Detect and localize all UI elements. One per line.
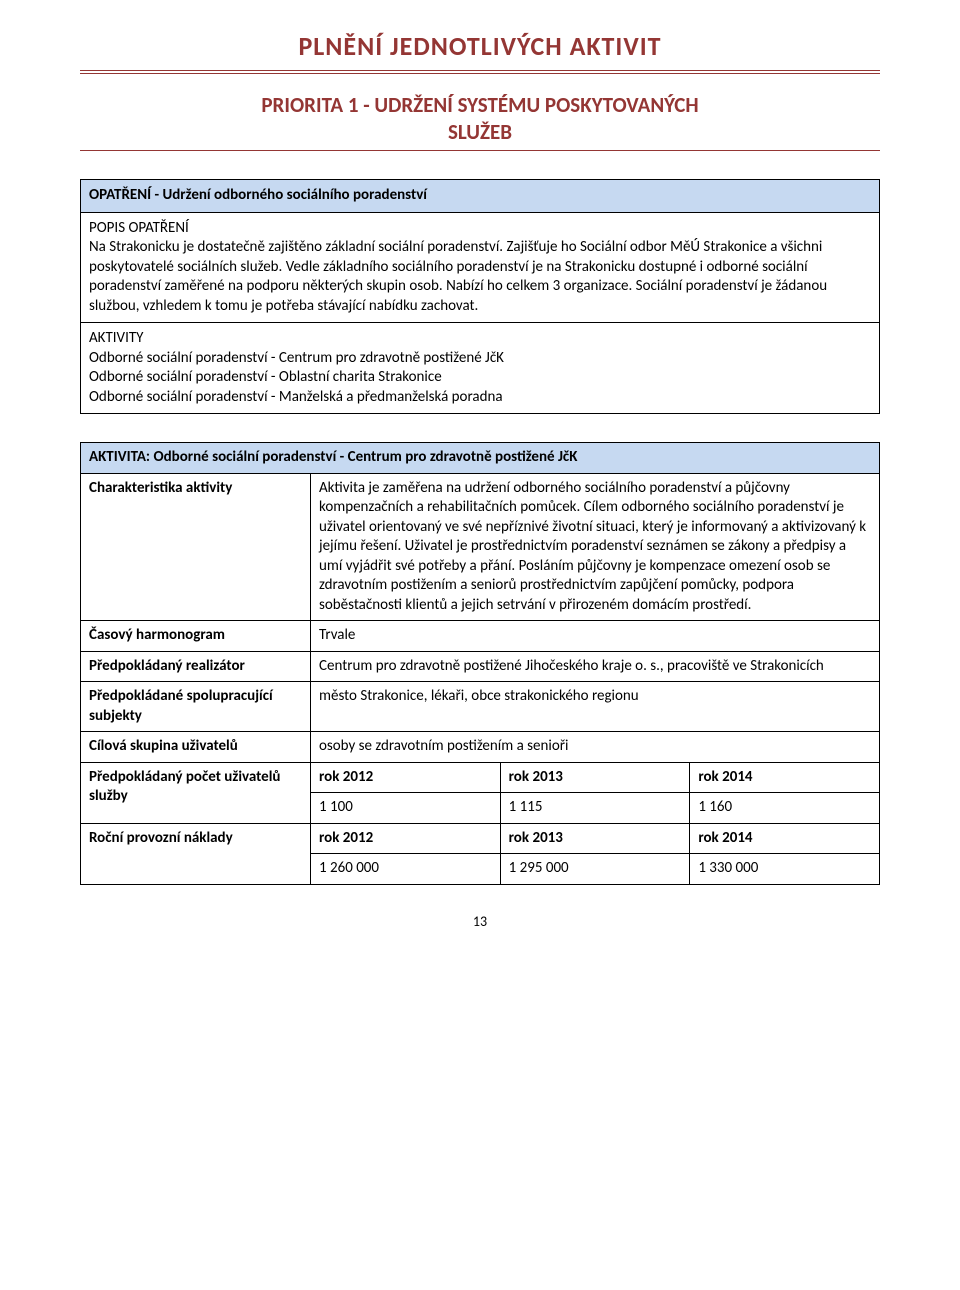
sub-title-line2: SLUŽEB [448,119,512,145]
naklady-rok-2013-label: rok 2013 [500,823,690,854]
sub-title: PRIORITA 1 - UDRŽENÍ SYSTÉMU POSKYTOVANÝ… [80,92,880,152]
pocet-2012-value: 1 100 [311,793,501,824]
pocet-2013-value: 1 115 [500,793,690,824]
aktivita-detail-header: AKTIVITA: Odborné sociální poradenství -… [81,443,880,474]
naklady-rok-2012-label: rok 2012 [311,823,501,854]
realizator-label: Předpokládaný realizátor [81,651,311,682]
casovy-value: Trvale [311,621,880,652]
popis-label: POPIS OPATŘENÍ [89,219,871,239]
popis-cell: POPIS OPATŘENÍ Na Strakonicku je dostate… [81,212,880,323]
aktivity-item-1: Odborné sociální poradenství - Centrum p… [89,349,871,369]
aktivity-item-3: Odborné sociální poradenství - Manželská… [89,388,871,408]
naklady-2013-value: 1 295 000 [500,854,690,885]
pocet-label: Předpokládaný počet uživatelů služby [81,762,311,823]
aktivita-detail-table: AKTIVITA: Odborné sociální poradenství -… [80,442,880,885]
cilova-label: Cílová skupina uživatelů [81,732,311,763]
page-number: 13 [80,913,880,931]
casovy-label: Časový harmonogram [81,621,311,652]
opatreni-header: OPATŘENÍ - Udržení odborného sociálního … [81,180,880,213]
naklady-2014-value: 1 330 000 [690,854,880,885]
aktivity-cell: AKTIVITY Odborné sociální poradenství - … [81,323,880,414]
aktivity-item-2: Odborné sociální poradenství - Oblastní … [89,368,871,388]
opatreni-table: OPATŘENÍ - Udržení odborného sociálního … [80,179,880,414]
naklady-rok-2014-label: rok 2014 [690,823,880,854]
realizator-value: Centrum pro zdravotně postižené Jihočesk… [311,651,880,682]
sub-title-line1: PRIORITA 1 - UDRŽENÍ SYSTÉMU POSKYTOVANÝ… [261,92,698,118]
naklady-label: Roční provozní náklady [81,823,311,884]
main-title: PLNĚNÍ JEDNOTLIVÝCH AKTIVIT [80,30,880,74]
pocet-rok-2013-label: rok 2013 [500,762,690,793]
pocet-rok-2014-label: rok 2014 [690,762,880,793]
naklady-2012-value: 1 260 000 [311,854,501,885]
pocet-rok-2012-label: rok 2012 [311,762,501,793]
popis-text: Na Strakonicku je dostatečně zajištěno z… [89,238,871,316]
aktivity-label: AKTIVITY [89,329,871,349]
spolupracujici-value: město Strakonice, lékaři, obce strakonic… [311,682,880,732]
charakteristika-text: Aktivita je zaměřena na udržení odbornéh… [311,473,880,621]
spolupracujici-label: Předpokládané spolupracující subjekty [81,682,311,732]
pocet-2014-value: 1 160 [690,793,880,824]
charakteristika-label: Charakteristika aktivity [81,473,311,621]
cilova-value: osoby se zdravotním postižením a senioři [311,732,880,763]
